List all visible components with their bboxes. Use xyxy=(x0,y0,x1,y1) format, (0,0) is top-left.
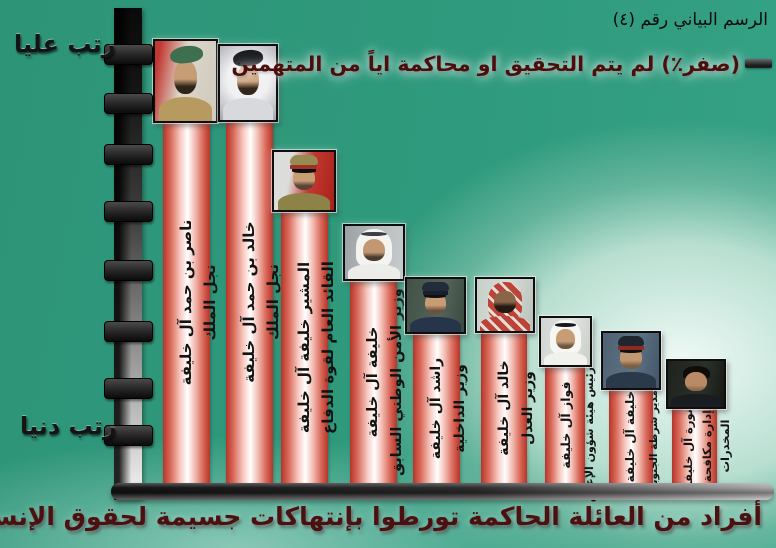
portrait-fawaz xyxy=(539,316,592,367)
dash-marker-icon xyxy=(745,59,772,68)
y-axis-tick xyxy=(104,93,153,114)
portrait-rashid xyxy=(405,277,466,334)
person-name: خالد آل خليفة xyxy=(496,360,512,456)
person-role: رئيس هيئة شؤون الإعلام xyxy=(583,367,596,503)
y-axis-tick xyxy=(104,425,153,446)
y-axis-bar xyxy=(114,8,142,500)
y-axis-tick xyxy=(104,201,153,222)
bar-label: المشير خليفة آل خليفة القائد العام لقوة ا… xyxy=(291,212,343,483)
person-role: نجل الملك xyxy=(201,264,219,341)
y-axis-tick xyxy=(104,44,153,65)
x-axis-bar xyxy=(111,483,774,500)
person-name: خالد بن حمد آل خليفة xyxy=(240,221,258,383)
ghutra-icon xyxy=(356,228,392,267)
bar-khalifa-nsa xyxy=(350,281,397,490)
legend-text: (صفر٪) لم يتم التحقيق او محاكمة اياً من … xyxy=(231,52,740,76)
person-name: فواز آل خليفة xyxy=(558,381,573,469)
person-name: ناصر بن حمد آل خليفة xyxy=(177,219,195,386)
portrait-khalifa-nsa xyxy=(343,224,405,281)
chart-caption: أفراد من العائلة الحاكمة تورطوا بإنتهاكا… xyxy=(0,502,762,531)
person-name: المشير خليفة آل خليفة xyxy=(295,261,313,434)
police-cap-icon xyxy=(422,282,449,299)
bar-fawaz xyxy=(545,367,585,490)
bar-khalid-justice xyxy=(481,333,527,490)
bar-label: خليفة آل خليفة مدير شرطة الجنوبية xyxy=(617,390,669,495)
portrait-field-marshal-khalifa xyxy=(272,150,336,212)
bar-khalifa-police xyxy=(609,390,653,490)
person-role: وزير الداخلية xyxy=(452,364,468,453)
person-name: نورة آل خليفة xyxy=(681,409,695,489)
person-role: القائد العام لقوة الدفاع xyxy=(319,261,337,434)
y-axis-tick xyxy=(104,321,153,342)
portrait-khalid-bin-hamad xyxy=(218,44,278,122)
y-axis-top-label: رتب عليا xyxy=(14,30,116,58)
person-name: راشد آل خليفة xyxy=(428,357,444,460)
ghutra-agal-icon xyxy=(550,320,581,355)
bar-rashid xyxy=(413,334,460,490)
legend: (صفر٪) لم يتم التحقيق او محاكمة اياً من … xyxy=(231,52,772,76)
portrait-khalifa-police xyxy=(601,331,661,390)
y-axis-bottom-label: رتب دنيا xyxy=(20,412,117,440)
y-axis-tick xyxy=(104,144,153,165)
bar-label: نورة آل خليفة إدارة مكافحة المخدرات xyxy=(678,409,736,489)
portrait-khalid-justice xyxy=(475,277,535,333)
police-cap-icon xyxy=(618,336,644,354)
person-role: مدير شرطة الجنوبية xyxy=(648,390,660,495)
bar-label: فواز آل خليفة رئيس هيئة شؤون الإعلام xyxy=(553,367,605,503)
military-cap-icon xyxy=(290,155,318,173)
beret-icon xyxy=(168,43,204,65)
person-name: خليفة آل خليفة xyxy=(365,326,381,438)
y-axis-tick xyxy=(104,378,153,399)
person-name: خليفة آل خليفة xyxy=(623,390,637,483)
bar-label: ناصر بن حمد آل خليفة نجل الملك xyxy=(173,122,225,483)
bar-label: خالد آل خليفة وزير العدل xyxy=(491,333,543,483)
portrait-nasser xyxy=(153,39,218,123)
person-role: وزير العدل xyxy=(520,371,536,445)
chart-title: الرسم البياني رقم (٤) xyxy=(612,10,768,30)
bar-label: راشد آل خليفة وزير الداخلية xyxy=(423,334,475,483)
bar-field-marshal-khalifa xyxy=(281,212,328,490)
bar-khalid-bin-hamad xyxy=(226,121,273,490)
bar-nasser xyxy=(163,122,210,490)
bar-noura xyxy=(672,409,717,490)
portrait-noura xyxy=(666,359,726,409)
person-role: إدارة مكافحة المخدرات xyxy=(700,409,732,483)
y-axis-tick xyxy=(104,260,153,281)
hair-icon xyxy=(682,365,710,380)
shemagh-icon xyxy=(487,281,523,320)
